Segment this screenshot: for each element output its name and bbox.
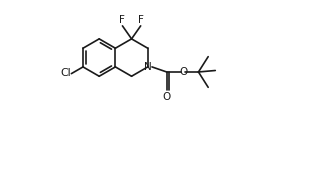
Text: F: F: [119, 15, 125, 25]
Text: O: O: [179, 67, 187, 77]
Text: N: N: [144, 62, 151, 72]
Text: F: F: [138, 15, 144, 25]
Text: O: O: [163, 92, 171, 102]
Text: Cl: Cl: [60, 68, 71, 78]
